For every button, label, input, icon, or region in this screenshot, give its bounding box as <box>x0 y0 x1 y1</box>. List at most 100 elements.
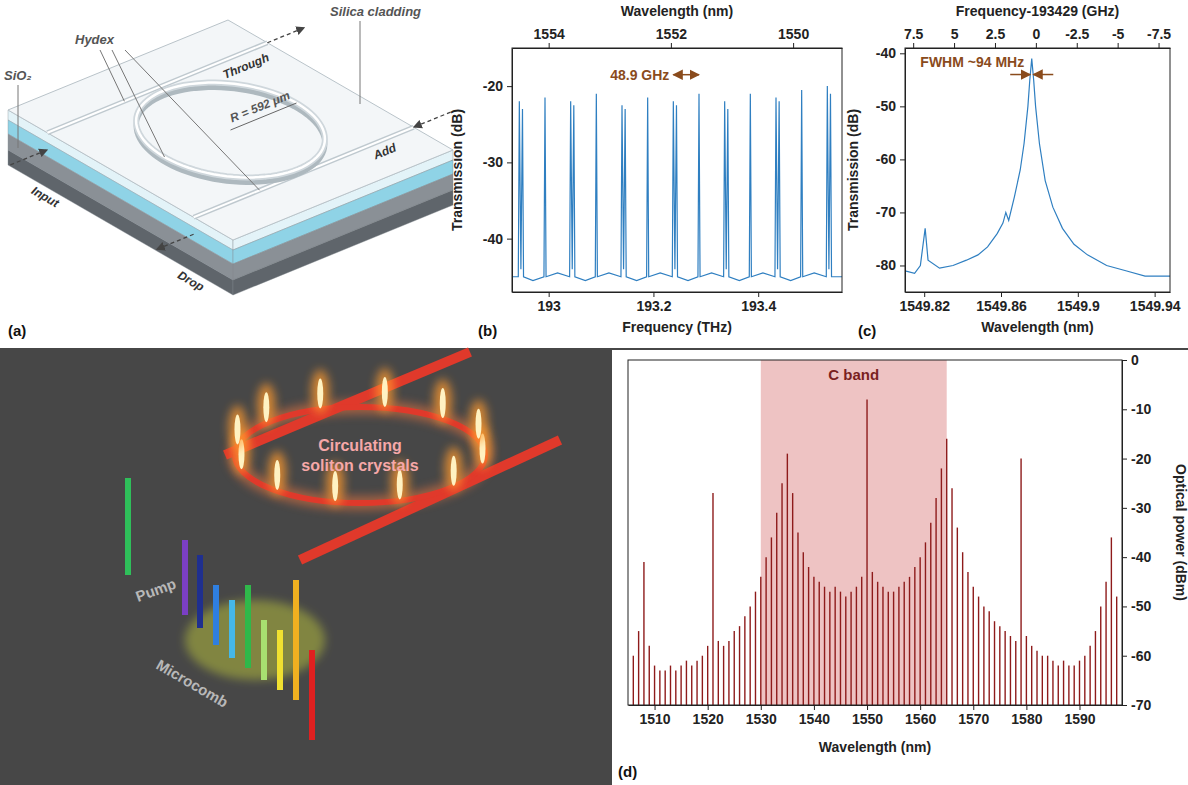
x2-axis: 7.552.50-2.5-5-7.5 <box>904 26 1171 49</box>
tick: 1510 <box>639 705 670 727</box>
comb-line <box>1026 636 1027 705</box>
tick-mark <box>1026 705 1027 710</box>
port-label: Add <box>370 140 398 162</box>
comb-line <box>813 577 814 705</box>
tick-mark <box>549 292 550 297</box>
comb-line <box>1036 651 1037 705</box>
tick: -40 <box>1122 549 1151 565</box>
axis-line <box>906 48 1171 49</box>
band-label: C band <box>828 366 879 383</box>
panel-label: (a) <box>8 322 26 339</box>
leader-line <box>100 50 124 101</box>
comb-bar <box>309 650 315 740</box>
comb-line <box>829 592 830 705</box>
tick-mark <box>655 705 656 710</box>
comb-line <box>1089 646 1090 705</box>
comb-line <box>909 577 910 705</box>
tick-mark <box>1122 508 1127 509</box>
comb-line <box>675 671 676 706</box>
comb-line <box>866 399 867 705</box>
tick-label: -20 <box>483 78 503 94</box>
comb-line <box>638 631 639 705</box>
x-axis: 1549.821549.861549.91549.94 <box>899 292 1180 314</box>
comb-bar <box>182 540 188 615</box>
comb-line <box>904 582 905 705</box>
soliton <box>274 460 280 490</box>
comb-line <box>973 587 974 705</box>
x-axis-title: Wavelength (nm) <box>819 739 931 755</box>
leader-line <box>360 21 361 104</box>
tick-label: -60 <box>876 151 896 167</box>
tick-mark <box>761 705 762 710</box>
leader-line <box>18 85 19 148</box>
tick-label: -10 <box>1131 401 1151 417</box>
comb-line <box>999 626 1000 705</box>
comb-line <box>792 493 793 705</box>
tick: 1550 <box>778 26 809 48</box>
comb-line <box>898 587 899 705</box>
comb-line <box>1116 597 1117 705</box>
soliton-glow <box>470 400 488 444</box>
ring <box>235 407 485 503</box>
tick-mark <box>814 705 815 710</box>
tick-mark <box>913 43 914 48</box>
comb-bar <box>213 585 219 645</box>
tick-label: -50 <box>876 98 896 114</box>
comb-line <box>962 552 963 705</box>
tick: -20 <box>483 78 512 94</box>
spectrum-line <box>905 59 1170 276</box>
comb-line <box>755 592 756 705</box>
axis-line <box>1122 361 1123 706</box>
plot-area <box>905 59 1170 276</box>
tick: -60 <box>876 151 905 167</box>
tick-mark <box>708 705 709 710</box>
soliton <box>476 409 482 439</box>
port-arrow <box>414 112 451 127</box>
comb-line <box>787 454 788 705</box>
tick-label: 1549.86 <box>976 298 1027 314</box>
tick-label: 1549.94 <box>1130 298 1181 314</box>
comb-line <box>776 513 777 705</box>
tick: -50 <box>1122 598 1151 614</box>
tick-mark <box>793 43 794 48</box>
comb-line <box>951 488 952 705</box>
comb-line <box>696 661 697 705</box>
comb-line <box>840 592 841 705</box>
tick-label: 193.2 <box>636 298 671 314</box>
comb-line <box>978 597 979 705</box>
comb-line <box>633 656 634 705</box>
comb-line <box>1079 661 1080 705</box>
tick-label: 1520 <box>693 711 724 727</box>
tick: 1550 <box>852 705 883 727</box>
tick: 193.2 <box>636 292 671 314</box>
tick-label: 1590 <box>1064 711 1095 727</box>
tick: 1554 <box>534 26 565 48</box>
pump-label: Pump <box>133 575 178 605</box>
ring <box>136 83 325 178</box>
panel-d-illustration: Circulatingsoliton crystalsPumpMicrocomb <box>125 352 560 740</box>
tick-label: 0 <box>1032 26 1040 42</box>
tick: 0 <box>1122 352 1139 368</box>
tick-label: -30 <box>483 154 503 170</box>
tick-mark <box>1078 292 1079 297</box>
comb-line <box>1111 537 1112 705</box>
comb-line <box>728 641 729 705</box>
comb-bar <box>197 555 203 628</box>
tick-mark <box>924 292 925 297</box>
tick-mark <box>758 292 759 297</box>
tick: 1540 <box>799 705 830 727</box>
comb-line <box>664 671 665 706</box>
plot-area <box>512 86 842 280</box>
tick: 1549.82 <box>899 292 950 314</box>
tick: 193.4 <box>741 292 776 314</box>
annotation-arrow <box>1033 74 1053 76</box>
tick: -80 <box>876 257 905 273</box>
bus-waveguide <box>300 440 560 560</box>
tick: -40 <box>483 231 512 247</box>
comb-line <box>930 523 931 705</box>
tick-mark <box>900 53 905 54</box>
comb-line <box>856 587 857 705</box>
soliton-glow <box>445 447 463 491</box>
x-axis: 193193.2193.4 <box>513 292 843 314</box>
tick-label: -40 <box>483 231 503 247</box>
